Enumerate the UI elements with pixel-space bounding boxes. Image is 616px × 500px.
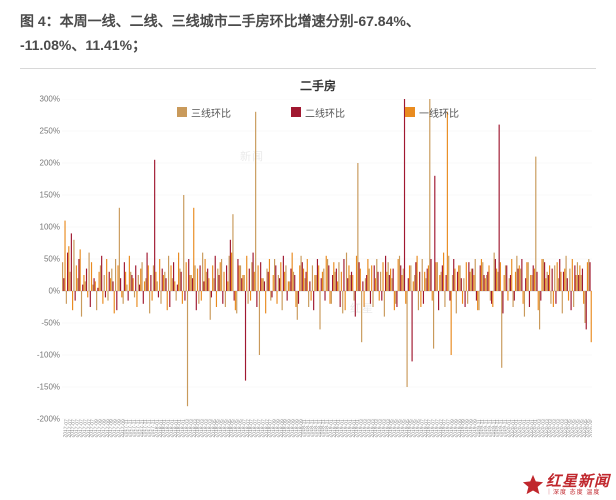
x-axis-tick: 2020-05 (588, 419, 592, 438)
y-axis-tick: 50% (34, 254, 60, 263)
legend-item-tier1: 一线环比 (405, 105, 459, 120)
y-axis-tick: 0% (34, 286, 60, 295)
legend-label-tier1: 一线环比 (419, 105, 459, 120)
y-axis-tick: 100% (34, 222, 60, 231)
y-axis-tick: 300% (34, 94, 60, 103)
y-axis-tick: -150% (34, 382, 60, 391)
chart-container: 二手房 三线环比 二线环比 一线环比 -200%-150%-100%-50%0%… (40, 77, 596, 457)
chart-legend: 三线环比 二线环比 一线环比 (40, 105, 596, 120)
legend-item-tier3: 三线环比 (177, 105, 231, 120)
chart-plot-area (62, 99, 592, 419)
legend-label-tier3: 三线环比 (191, 105, 231, 120)
legend-swatch-tier3 (177, 107, 187, 117)
legend-label-tier2: 二线环比 (305, 105, 345, 120)
chart-svg (62, 99, 592, 419)
chart-title: 二手房 (40, 77, 596, 94)
y-axis-tick: -100% (34, 350, 60, 359)
y-axis-tick: 200% (34, 158, 60, 167)
y-axis-tick: 150% (34, 190, 60, 199)
legend-swatch-tier2 (291, 107, 301, 117)
y-axis-tick: -200% (34, 414, 60, 423)
watermark-brand: 红星新闻 (546, 474, 610, 489)
chart-y-axis: -200%-150%-100%-50%0%50%100%150%200%250%… (34, 99, 60, 419)
figure-caption-line1: 图 4：本周一线、二线、三线城市二手房环比增速分别-67.84%、 (20, 13, 420, 29)
figure-caption-line2: -11.08%、11.41%； (20, 37, 146, 53)
y-axis-tick: -50% (34, 318, 60, 327)
chart-x-axis: 2017-072017-072017-072017-072017-072017-… (62, 419, 592, 457)
legend-swatch-tier1 (405, 107, 415, 117)
figure-caption: 图 4：本周一线、二线、三线城市二手房环比增速分别-67.84%、 -11.08… (0, 0, 616, 62)
caption-separator (20, 68, 596, 69)
star-icon (522, 474, 544, 496)
watermark-tagline: ｜深度 态度 温度 (546, 490, 600, 496)
y-axis-tick: 250% (34, 126, 60, 135)
source-watermark: 红星新闻 ｜深度 态度 温度 (522, 474, 610, 496)
legend-item-tier2: 二线环比 (291, 105, 345, 120)
